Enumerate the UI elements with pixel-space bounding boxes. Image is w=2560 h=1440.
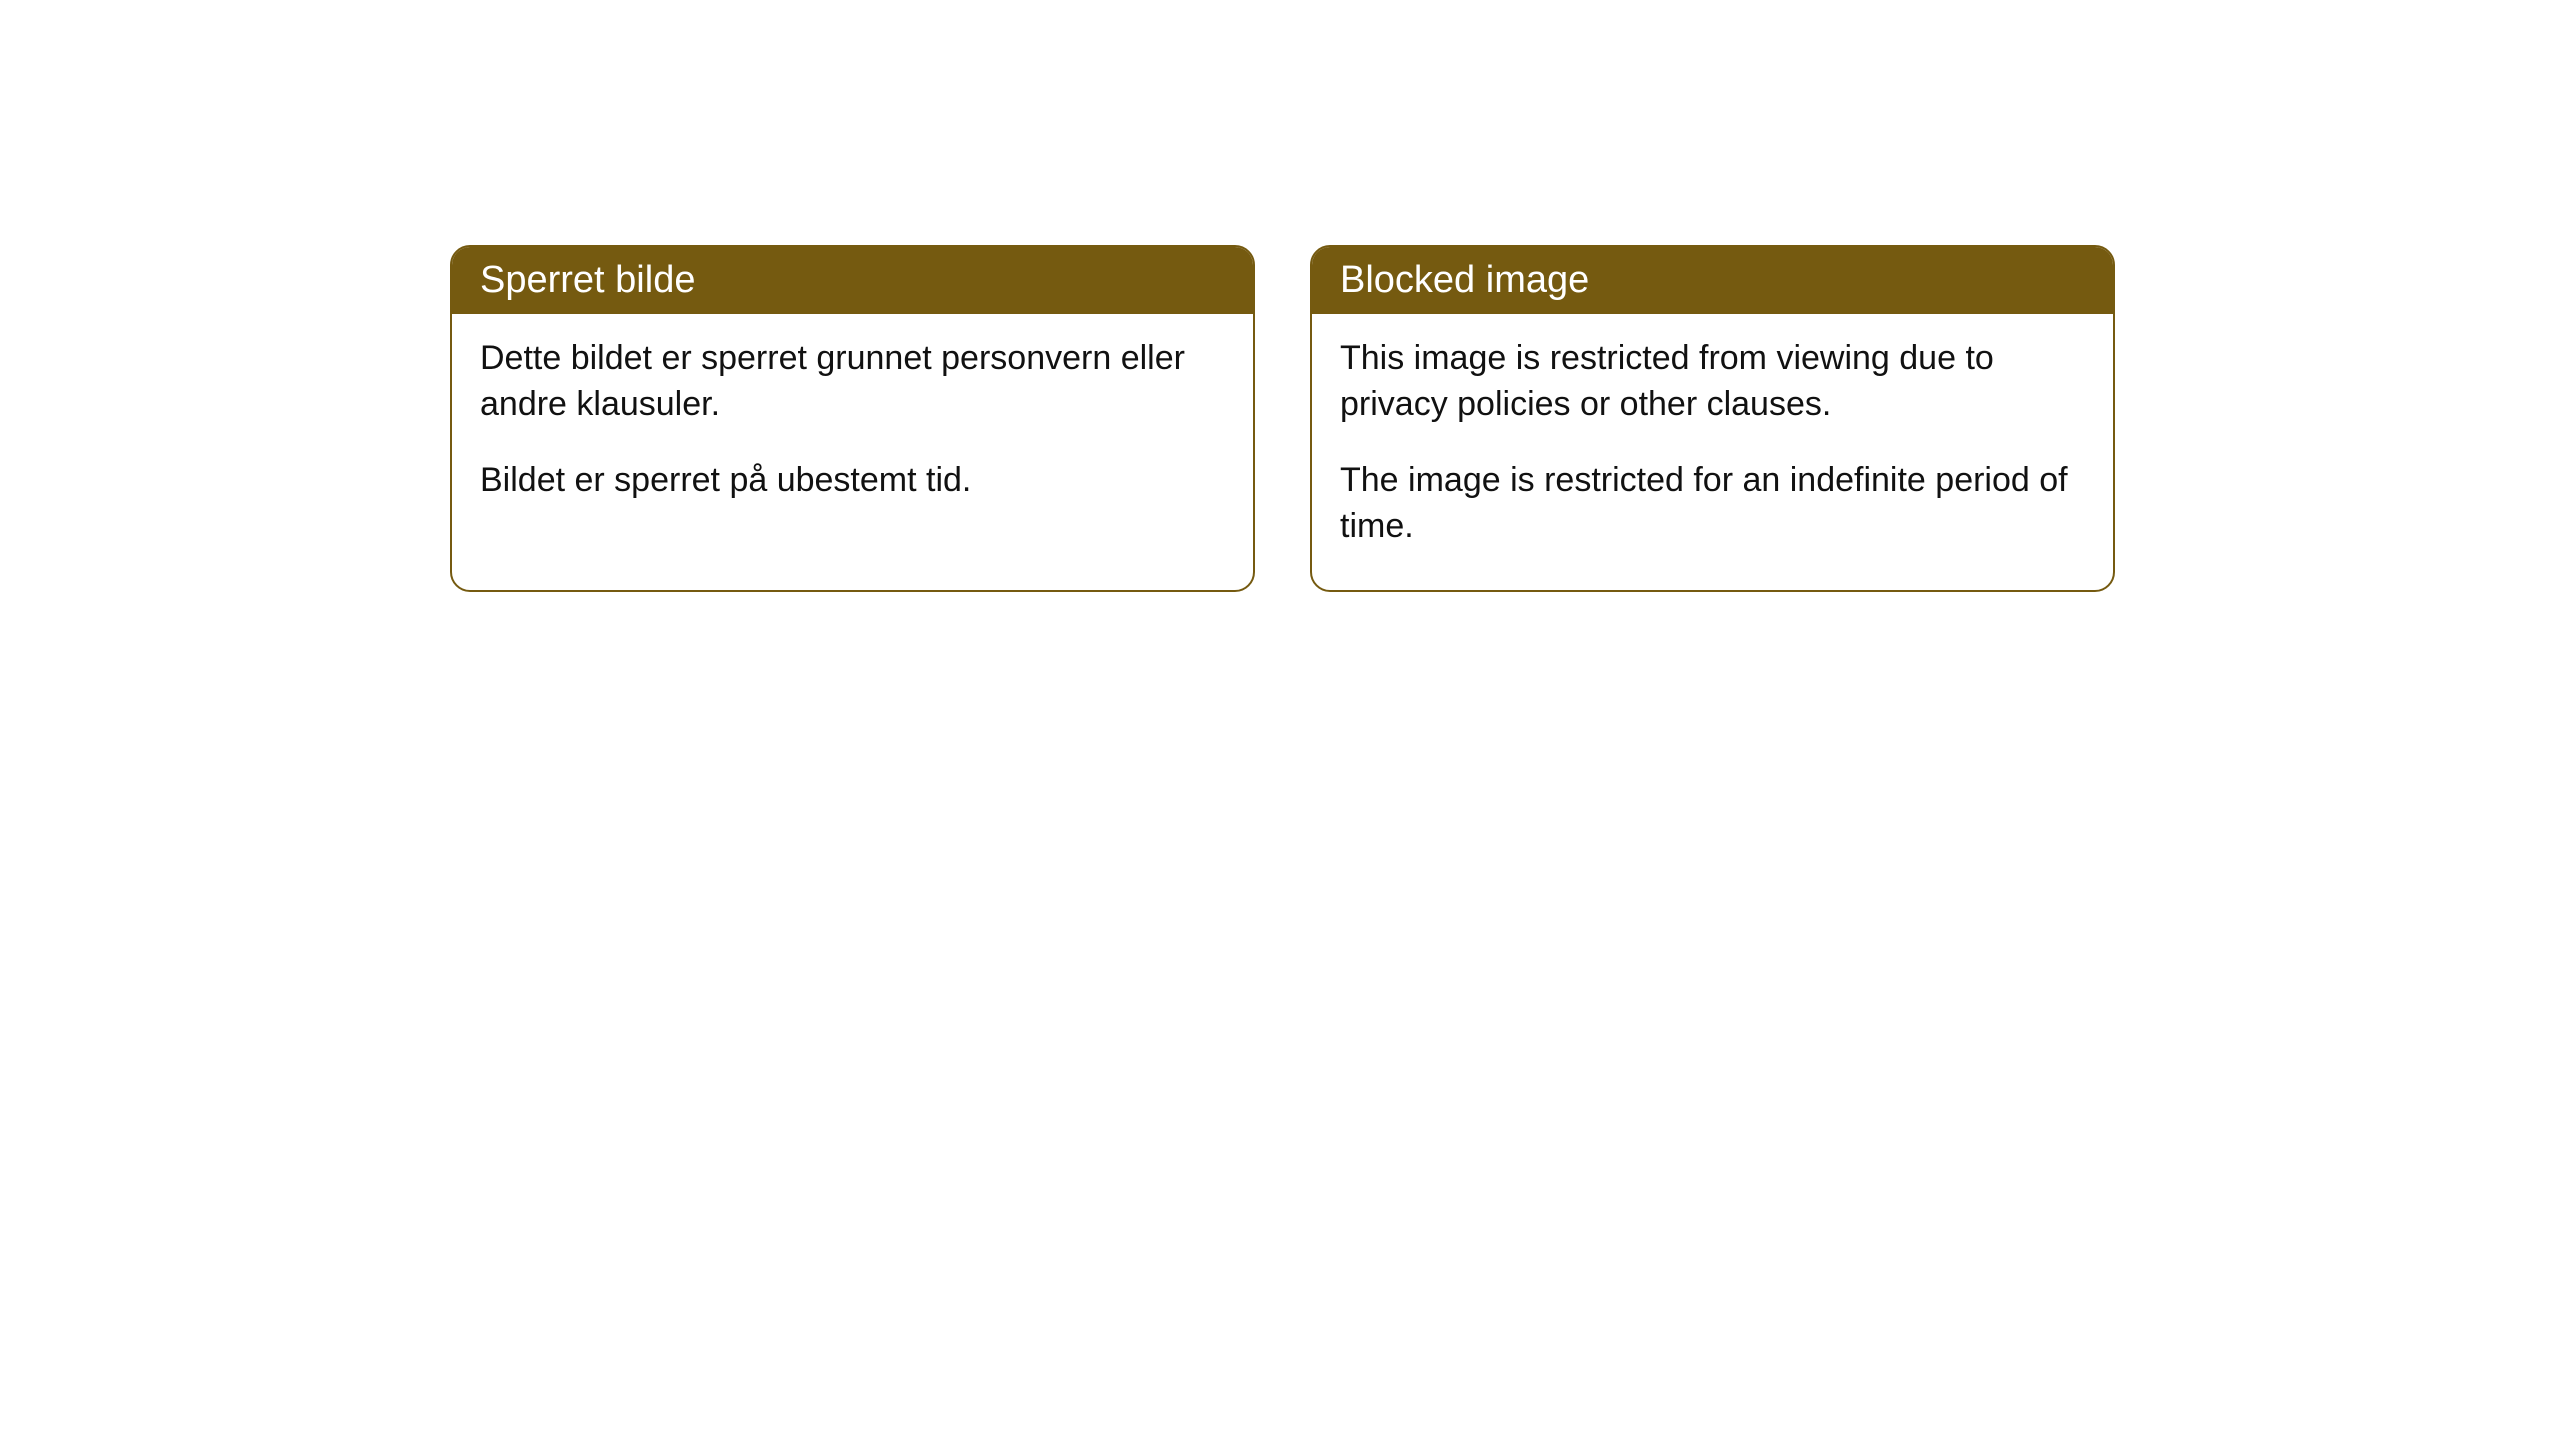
card-paragraph: The image is restricted for an indefinit…: [1340, 458, 2085, 550]
card-paragraph: This image is restricted from viewing du…: [1340, 336, 2085, 428]
card-title: Blocked image: [1340, 259, 1589, 301]
blocked-image-card-norwegian: Sperret bilde Dette bildet er sperret gr…: [450, 245, 1255, 592]
card-body-english: This image is restricted from viewing du…: [1312, 314, 2113, 590]
card-header-english: Blocked image: [1312, 247, 2113, 314]
notice-container: Sperret bilde Dette bildet er sperret gr…: [450, 245, 2115, 592]
blocked-image-card-english: Blocked image This image is restricted f…: [1310, 245, 2115, 592]
card-paragraph: Dette bildet er sperret grunnet personve…: [480, 336, 1225, 428]
card-body-norwegian: Dette bildet er sperret grunnet personve…: [452, 314, 1253, 544]
card-header-norwegian: Sperret bilde: [452, 247, 1253, 314]
card-paragraph: Bildet er sperret på ubestemt tid.: [480, 458, 1225, 504]
card-title: Sperret bilde: [480, 259, 695, 301]
